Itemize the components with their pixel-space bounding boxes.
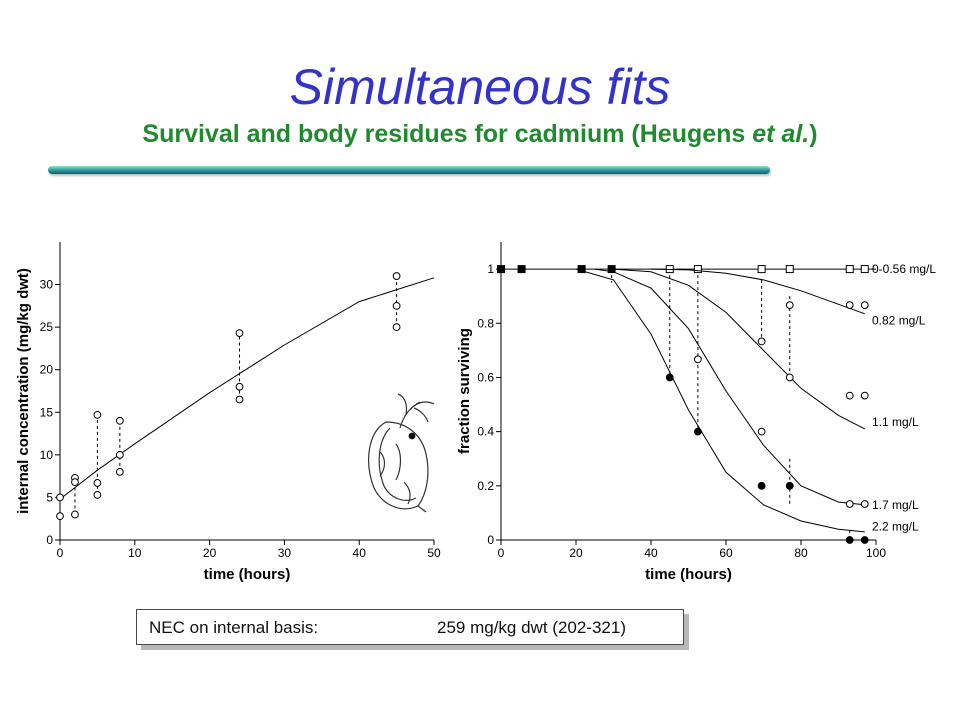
x-axis-label: time (hours)	[645, 566, 732, 583]
subtitle-end: )	[809, 120, 818, 148]
x-tick-label: 20	[203, 546, 217, 560]
y-tick-label: 25	[40, 320, 54, 334]
series-curve	[613, 268, 866, 430]
data-point	[757, 337, 766, 346]
data-point	[665, 373, 674, 382]
data-point	[860, 391, 869, 400]
x-axis-label: time (hours)	[204, 566, 291, 583]
data-point	[56, 493, 64, 502]
data-point	[115, 467, 124, 476]
x-tick-label: 60	[719, 546, 733, 560]
series-label: 1.7 mg/L	[872, 498, 919, 512]
series-curve	[575, 268, 865, 533]
data-point	[785, 265, 794, 274]
data-point	[785, 373, 794, 382]
data-point	[693, 427, 702, 436]
data-point	[845, 301, 854, 310]
data-point	[235, 395, 244, 404]
y-tick-label: 0.6	[477, 370, 494, 384]
nec-label: NEC on internal basis:	[149, 618, 319, 637]
y-tick-label: 15	[40, 405, 54, 419]
data-point	[392, 323, 401, 332]
x-tick-label: 20	[569, 546, 583, 560]
data-point	[392, 272, 401, 280]
data-point	[93, 479, 102, 487]
y-tick-label: 0.2	[477, 479, 494, 493]
y-tick-label: 10	[40, 448, 54, 462]
x-tick-label: 10	[128, 546, 142, 560]
daphnia-icon	[368, 393, 435, 513]
data-point	[845, 391, 854, 400]
data-point	[71, 510, 79, 519]
data-point	[860, 265, 869, 274]
data-point	[93, 410, 102, 419]
data-point	[497, 265, 505, 274]
data-point	[757, 265, 766, 274]
data-point	[56, 512, 64, 521]
series-label: 0.82 mg/L	[872, 314, 926, 328]
x-tick-label: 0	[57, 546, 64, 560]
y-tick-label: 30	[40, 278, 54, 292]
y-axis-label: fraction surviving	[456, 328, 473, 454]
data-point	[785, 301, 794, 310]
y-tick-label: 20	[40, 363, 54, 377]
data-point	[235, 382, 244, 391]
title-divider	[48, 166, 770, 174]
data-point	[757, 427, 766, 436]
page-subtitle: Survival and body residues for cadmium (…	[0, 122, 960, 147]
data-point	[693, 355, 702, 364]
subtitle-main: Survival and body residues for cadmium (…	[142, 120, 753, 148]
data-point	[845, 536, 854, 544]
data-point	[115, 450, 124, 459]
series-curve	[650, 268, 865, 315]
x-tick-label: 50	[427, 546, 441, 560]
y-tick-label: 0	[46, 533, 53, 547]
nec-note-box: NEC on internal basis: 259 mg/kg dwt (20…	[136, 609, 684, 645]
data-point	[860, 536, 869, 544]
data-point	[757, 481, 766, 490]
data-point	[392, 301, 401, 310]
data-point	[235, 329, 244, 338]
series-curve	[594, 268, 865, 506]
data-point	[860, 301, 869, 310]
nec-value: 259 mg/kg dwt (202-321)	[437, 618, 626, 637]
x-tick-label: 40	[644, 546, 658, 560]
y-tick-label: 0	[487, 533, 494, 547]
y-tick-label: 0.4	[477, 425, 494, 439]
data-point	[845, 265, 854, 274]
x-tick-label: 40	[353, 546, 367, 560]
data-point	[785, 481, 794, 490]
y-tick-label: 1	[487, 262, 494, 276]
x-tick-label: 100	[866, 546, 886, 560]
survival-chart: 0 20 40 60 80 100 0 0.2 0.4 0.6 0.8 1 time (hours) fr…	[456, 242, 936, 583]
series-label: 0-0.56 mg/L	[872, 262, 936, 276]
data-point	[93, 490, 102, 499]
y-axis-label: internal concentration (mg/kg dwt)	[15, 268, 32, 514]
data-point	[517, 265, 526, 274]
y-tick-label: 5	[46, 490, 53, 504]
y-tick-label: 0.8	[477, 316, 494, 330]
data-point	[71, 478, 79, 487]
data-point	[115, 416, 124, 425]
page-title: Simultaneous fits	[289, 59, 671, 115]
data-point	[577, 265, 586, 274]
data-point	[693, 265, 702, 274]
x-tick-label: 80	[794, 546, 808, 560]
data-point	[860, 500, 869, 508]
body-residue-chart: 0 10 20 30 40 50 0 5 10 15 20 25 30 time (hours) inter…	[15, 242, 441, 583]
series-label: 2.2 mg/L	[872, 519, 919, 533]
x-tick-label: 30	[278, 546, 292, 560]
series-label: 1.1 mg/L	[872, 415, 919, 429]
data-point	[845, 500, 854, 508]
subtitle-italic: et al.	[752, 120, 810, 148]
x-tick-label: 0	[498, 546, 505, 560]
